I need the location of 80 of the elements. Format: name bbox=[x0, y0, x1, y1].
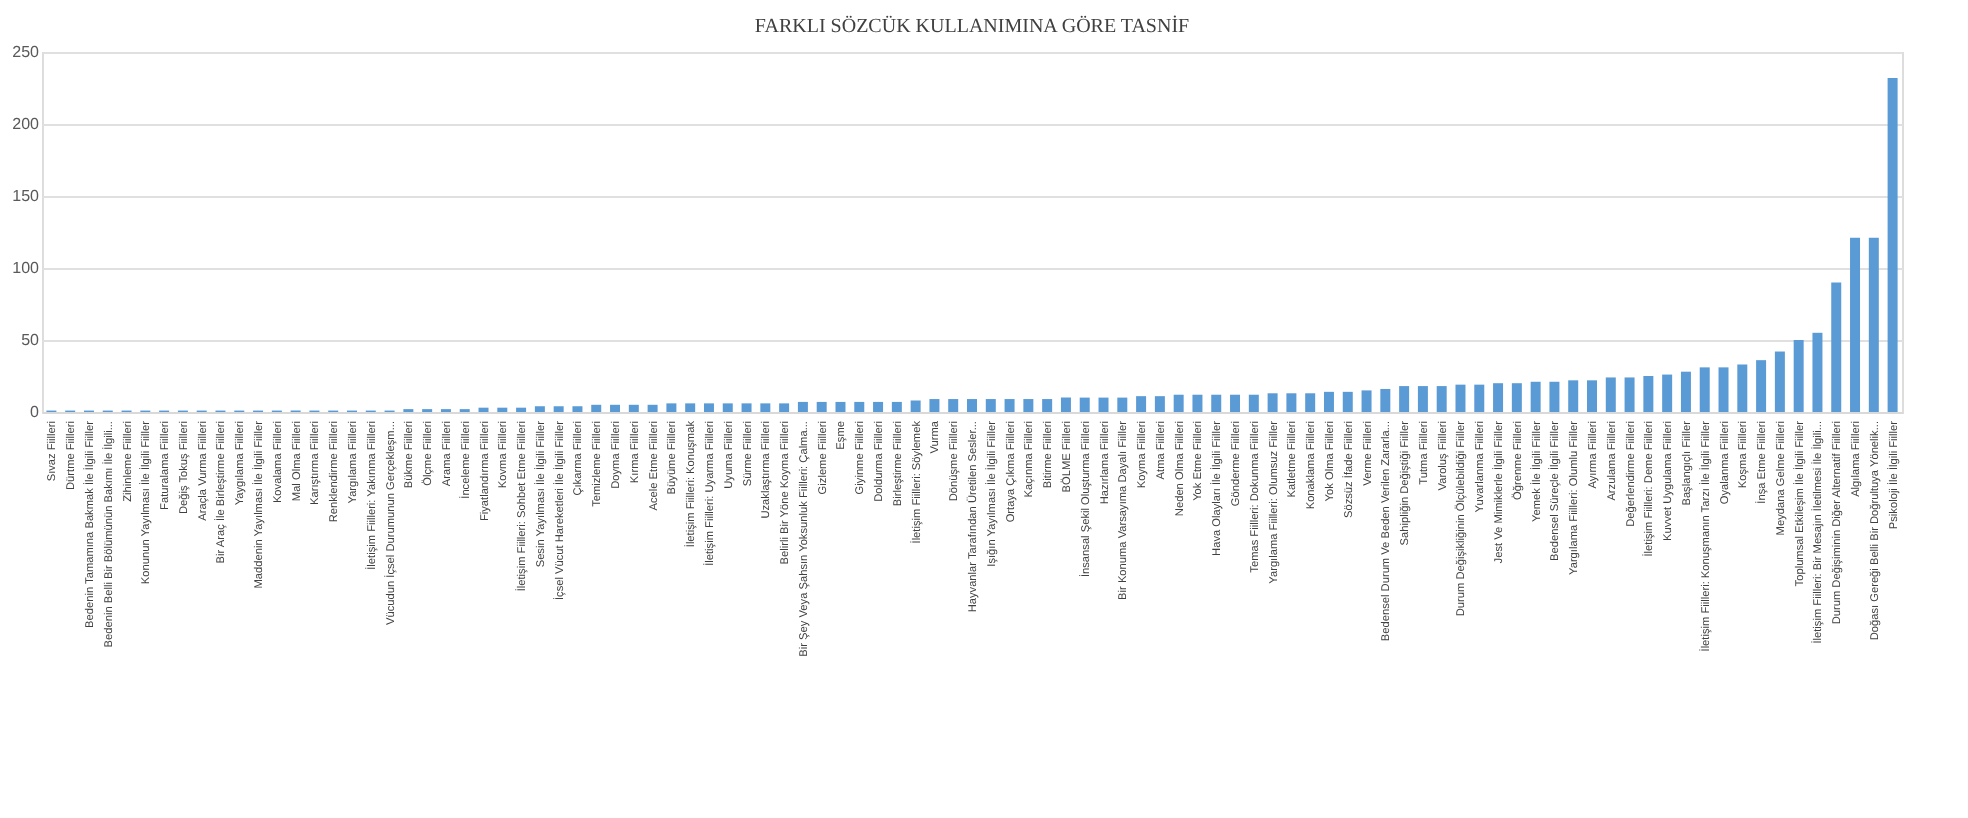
bar bbox=[1568, 380, 1579, 412]
bar bbox=[1662, 374, 1673, 412]
bar bbox=[1850, 237, 1861, 412]
bar bbox=[779, 403, 790, 412]
bar bbox=[1455, 384, 1466, 412]
bar bbox=[1286, 393, 1297, 412]
bar bbox=[1718, 367, 1729, 412]
bar bbox=[1098, 397, 1109, 412]
bar bbox=[1493, 383, 1504, 412]
bar bbox=[835, 401, 846, 412]
bar bbox=[703, 403, 714, 412]
bar bbox=[1605, 377, 1616, 412]
bar bbox=[873, 401, 884, 412]
bar bbox=[1774, 351, 1785, 412]
bar bbox=[1680, 371, 1691, 412]
bar bbox=[647, 404, 658, 412]
bar bbox=[572, 406, 583, 412]
bar bbox=[666, 403, 677, 412]
y-tick-label: 0 bbox=[30, 403, 41, 421]
bar bbox=[591, 404, 602, 412]
bar bbox=[722, 403, 733, 412]
bar bbox=[1323, 391, 1334, 412]
bar bbox=[1023, 399, 1034, 412]
bar bbox=[1474, 384, 1485, 412]
bar bbox=[891, 401, 902, 412]
bar bbox=[1530, 381, 1541, 412]
y-tick-label: 250 bbox=[12, 43, 41, 61]
y-tick-label: 50 bbox=[21, 331, 41, 349]
bar bbox=[1154, 396, 1165, 412]
bar bbox=[610, 404, 621, 412]
bar bbox=[1699, 367, 1710, 412]
bar bbox=[1643, 376, 1654, 412]
bar bbox=[685, 403, 696, 412]
bar bbox=[1812, 332, 1823, 412]
bar bbox=[1624, 377, 1635, 412]
chart-title: FARKLI SÖZCÜK KULLANIMINA GÖRE TASNİF bbox=[754, 14, 1191, 38]
bar bbox=[854, 401, 865, 412]
bar bbox=[1793, 340, 1804, 412]
bar bbox=[553, 406, 564, 412]
bar bbox=[1192, 394, 1203, 412]
bar bbox=[1417, 386, 1428, 412]
bar bbox=[628, 404, 639, 412]
bar bbox=[1267, 393, 1278, 412]
bar bbox=[1756, 360, 1767, 412]
bar bbox=[1436, 386, 1447, 412]
y-tick-label: 200 bbox=[12, 115, 41, 133]
bar bbox=[816, 401, 827, 412]
y-tick-label: 150 bbox=[12, 187, 41, 205]
bar bbox=[1079, 397, 1090, 412]
y-tick-label: 100 bbox=[12, 259, 41, 277]
bar bbox=[1887, 77, 1898, 412]
bar bbox=[1117, 397, 1128, 412]
bar bbox=[1042, 399, 1053, 412]
bar bbox=[1361, 390, 1372, 412]
bar bbox=[1399, 386, 1410, 412]
bar bbox=[1305, 393, 1316, 412]
bar bbox=[760, 403, 771, 412]
bar bbox=[534, 406, 545, 412]
bar bbox=[1868, 237, 1879, 412]
bar bbox=[1380, 388, 1391, 412]
bar bbox=[1587, 380, 1597, 412]
bar bbox=[910, 400, 921, 412]
bar bbox=[1248, 394, 1259, 412]
bar bbox=[985, 399, 996, 412]
bar bbox=[948, 399, 959, 412]
bar bbox=[1136, 396, 1147, 412]
bar bbox=[967, 399, 977, 412]
bar bbox=[1060, 397, 1071, 412]
bar bbox=[1511, 383, 1522, 412]
bar bbox=[797, 401, 808, 412]
bar bbox=[1211, 394, 1222, 412]
bar bbox=[1831, 282, 1842, 412]
bar bbox=[1173, 394, 1184, 412]
bar bbox=[1004, 399, 1015, 412]
bar bbox=[1230, 394, 1241, 412]
bar bbox=[1737, 364, 1748, 412]
bar bbox=[929, 399, 940, 412]
bar bbox=[1342, 391, 1353, 412]
bar bbox=[741, 403, 752, 412]
bar bbox=[1549, 381, 1560, 412]
